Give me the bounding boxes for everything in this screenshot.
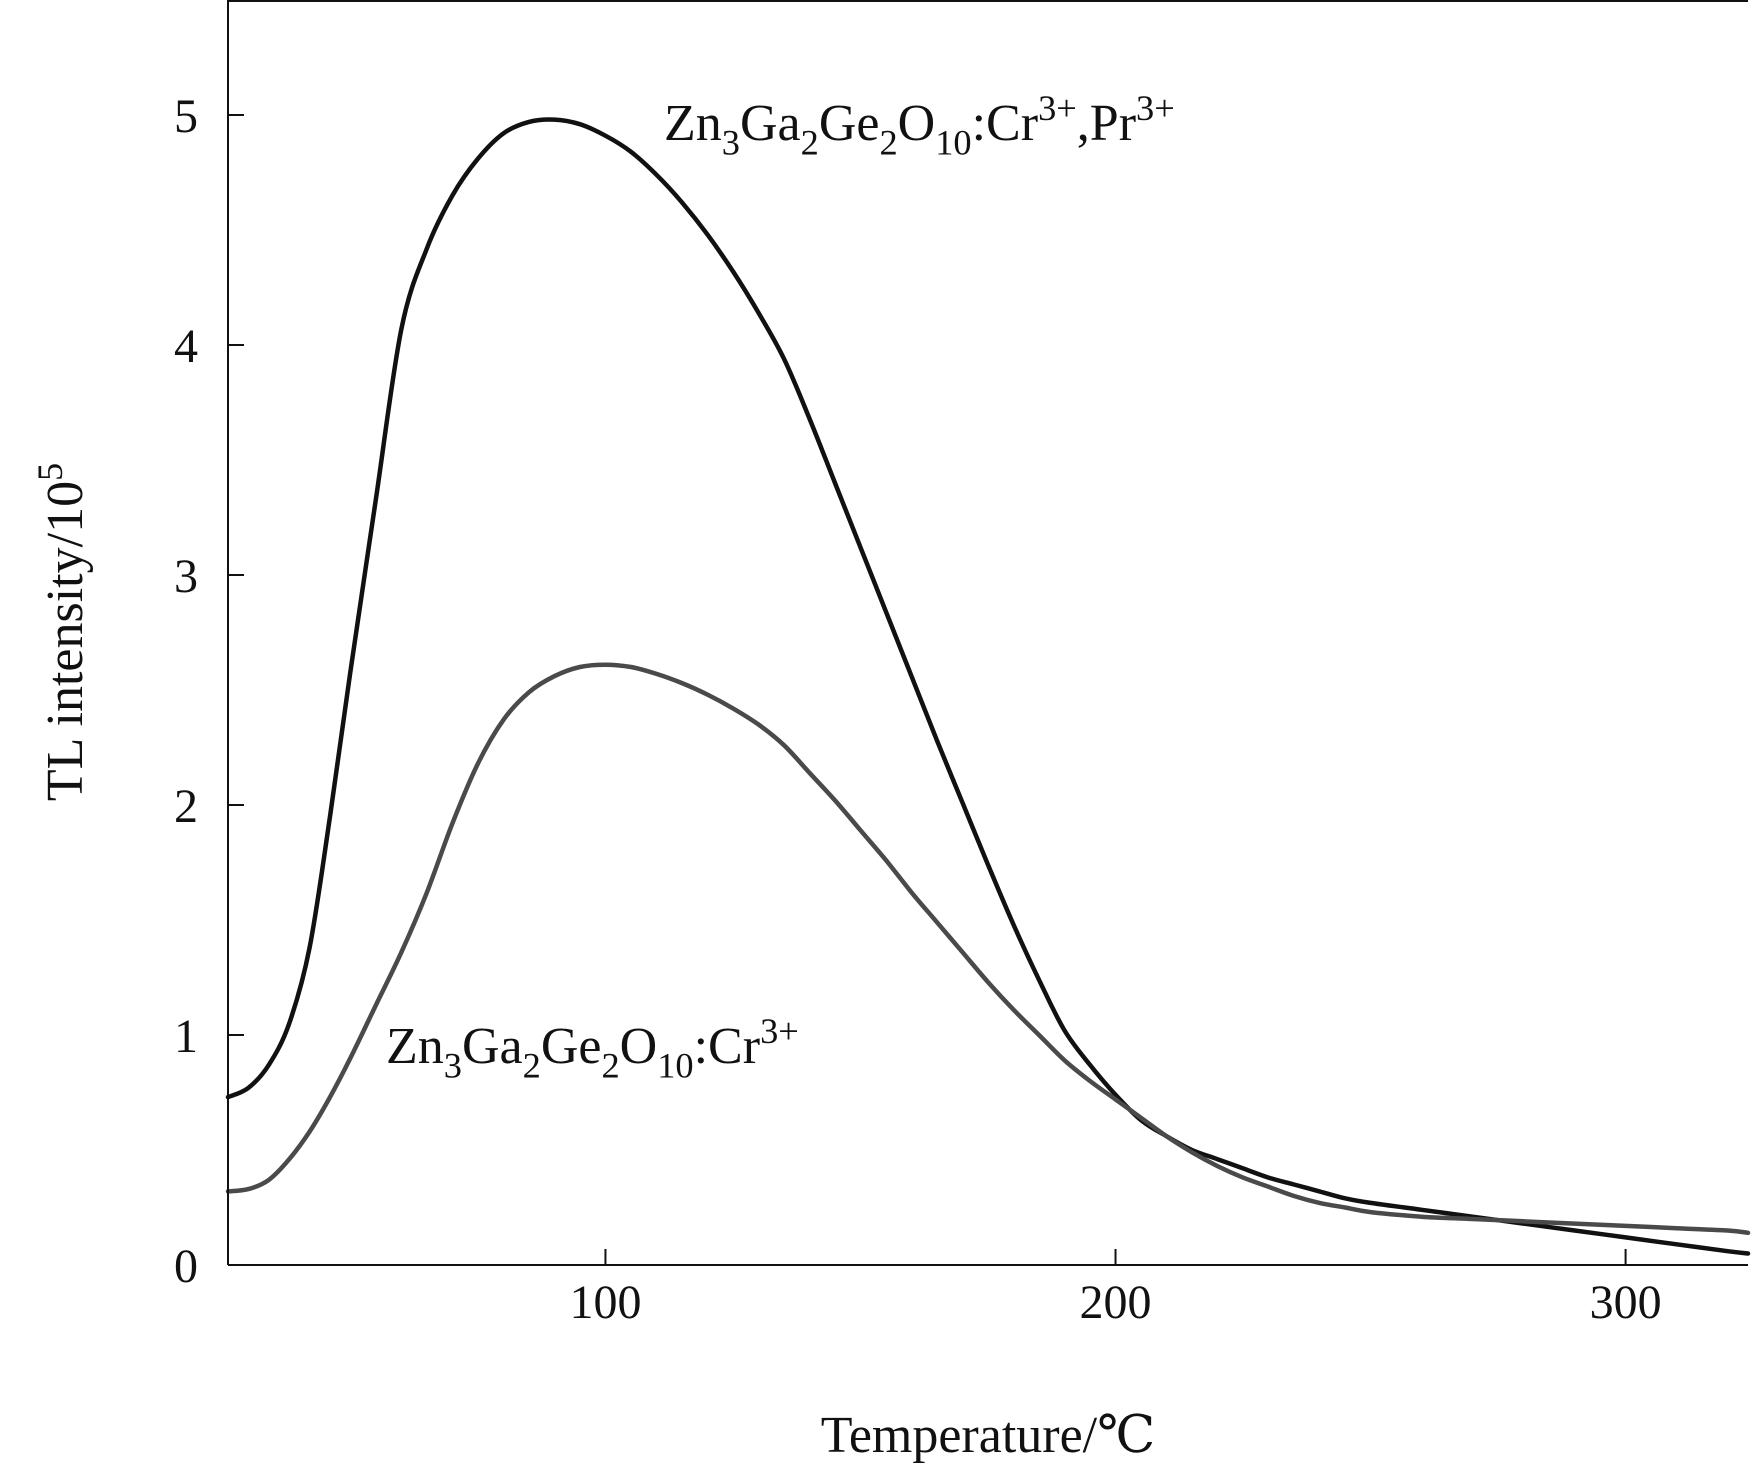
y-tick-label: 2 (174, 780, 198, 833)
y-axis-title-base: TL intensity/10 (37, 481, 94, 801)
series-label-1-part: 3 (444, 1046, 462, 1086)
series-line-0 (225, 117, 1751, 1256)
x-axis-title: Temperature/℃ (821, 1407, 1156, 1464)
series-label-1-part: O (620, 1018, 658, 1075)
series-label-1-part: 2 (523, 1046, 541, 1086)
series-label-1-part: :Cr (694, 1018, 760, 1075)
series-label-0-part: Zn (664, 95, 722, 152)
series-label-0: Zn3Ga2Ge2O10:Cr3+,Pr3+ (664, 88, 1175, 162)
series-label-1-part: 3+ (760, 1011, 799, 1051)
series-label-0-part: 3+ (1038, 88, 1077, 128)
y-axis-title-sup: 5 (30, 463, 70, 481)
series-label-0-part: 2 (801, 123, 819, 163)
series-label-1: Zn3Ga2Ge2O10:Cr3+ (386, 1011, 799, 1085)
x-tick-label: 300 (1590, 1276, 1662, 1329)
plot-area (225, 117, 1751, 1256)
series-label-0-part: 3 (722, 123, 740, 163)
series-label-0-part: ,Pr (1077, 95, 1136, 152)
series-label-0-part: :Cr (972, 95, 1038, 152)
series-label-1-part: 2 (601, 1046, 619, 1086)
series-label-0-part: 10 (935, 123, 971, 163)
series-label-1-part: Zn (386, 1018, 444, 1075)
labels: Zn3Ga2Ge2O10:Cr3+,Pr3+Zn3Ga2Ge2O10:Cr3+T… (30, 88, 1175, 1464)
series-label-0-part: Ga (740, 95, 801, 152)
series-label-1-part: Ga (462, 1018, 523, 1075)
x-tick-label: 200 (1080, 1276, 1152, 1329)
series-label-1-part: 10 (657, 1046, 693, 1086)
series-label-0-part: 3+ (1136, 88, 1175, 128)
series-line-1 (225, 662, 1751, 1236)
y-tick-label: 3 (174, 550, 198, 603)
y-tick-label: 5 (174, 90, 198, 143)
y-tick-label: 4 (174, 320, 198, 373)
axes: 0 1 2 3 4 5 100 200 300 (174, 0, 1748, 1329)
series-label-0-part: Ge (819, 95, 880, 152)
series-label-0-part: O (898, 95, 936, 152)
x-tick-label: 100 (569, 1276, 641, 1329)
series-label-1-part: Ge (541, 1018, 602, 1075)
y-tick-label: 1 (174, 1010, 198, 1063)
series-label-0-part: 2 (879, 123, 897, 163)
y-axis-title: TL intensity/105 (30, 463, 94, 801)
y-tick-label: 0 (174, 1240, 198, 1293)
